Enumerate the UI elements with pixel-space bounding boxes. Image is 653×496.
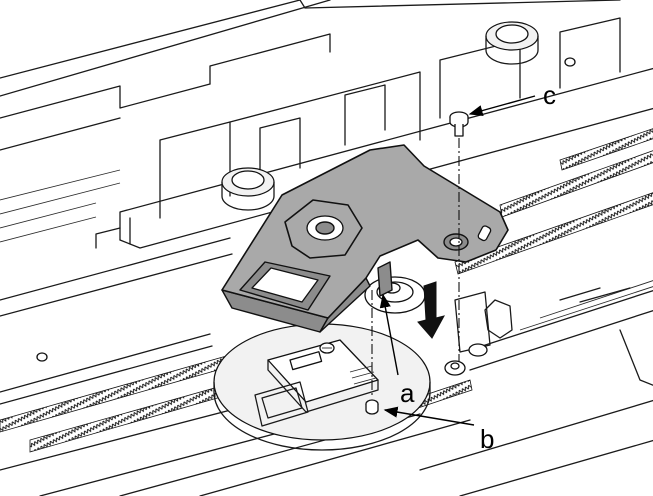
leader-line-b xyxy=(383,406,475,426)
callout-b: b xyxy=(480,424,494,454)
callout-c: c xyxy=(543,80,556,110)
down-arrow xyxy=(417,281,445,339)
leader-line-c xyxy=(468,95,536,117)
upper-rail-frame xyxy=(0,0,653,362)
leader-line-a xyxy=(379,293,399,376)
screw-b xyxy=(365,399,379,415)
callout-a: a xyxy=(400,378,415,408)
screw-c xyxy=(449,111,469,137)
mounting-bracket xyxy=(221,144,509,333)
rotary-base xyxy=(213,276,431,451)
